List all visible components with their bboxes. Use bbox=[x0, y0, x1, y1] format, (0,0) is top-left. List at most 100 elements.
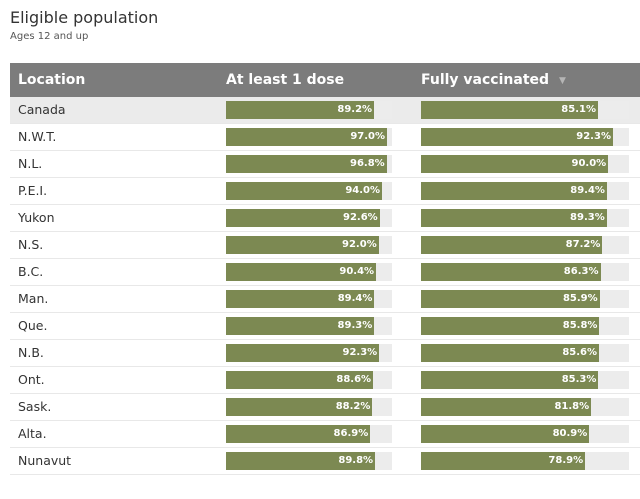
fully-vaccinated-value-label: 80.9% bbox=[552, 428, 588, 439]
location-label: B.C. bbox=[18, 264, 44, 279]
table-row: Nunavut 89.8% 78.9% bbox=[10, 448, 640, 475]
one-dose-bar-track: 88.6% bbox=[226, 371, 392, 389]
fully-vaccinated-value-label: 89.4% bbox=[570, 185, 605, 196]
fully-vaccinated-bar-track: 92.3% bbox=[421, 128, 629, 146]
fully-vaccinated-bar: 87.2% bbox=[421, 236, 603, 254]
column-header-fully-vaccinated[interactable]: Fully vaccinated ▼ bbox=[421, 63, 566, 97]
fully-vaccinated-value-label: 90.0% bbox=[571, 158, 607, 169]
one-dose-value-label: 89.2% bbox=[337, 104, 373, 115]
table-row: Yukon 92.6% 89.3% bbox=[10, 205, 640, 232]
one-dose-bar: 88.2% bbox=[226, 398, 373, 416]
location-label: Yukon bbox=[18, 210, 55, 225]
table-row: Sask. 88.2% 81.8% bbox=[10, 394, 640, 421]
column-header-one-dose[interactable]: At least 1 dose bbox=[226, 72, 345, 88]
fully-vaccinated-bar: 85.1% bbox=[421, 101, 598, 119]
table-header: Location At least 1 dose Fully vaccinate… bbox=[10, 63, 640, 97]
one-dose-bar-track: 88.2% bbox=[226, 398, 392, 416]
one-dose-bar-track: 89.2% bbox=[226, 101, 392, 119]
fully-vaccinated-value-label: 92.3% bbox=[576, 131, 611, 142]
one-dose-value-label: 86.9% bbox=[333, 428, 369, 439]
one-dose-value-label: 92.0% bbox=[342, 239, 377, 250]
fully-vaccinated-bar-track: 85.6% bbox=[421, 344, 629, 362]
fully-vaccinated-value-label: 85.9% bbox=[562, 293, 598, 304]
fully-vaccinated-bar: 80.9% bbox=[421, 425, 590, 443]
one-dose-value-label: 96.8% bbox=[349, 158, 385, 169]
table-row: B.C. 90.4% 86.3% bbox=[10, 259, 640, 286]
sort-descending-icon[interactable]: ▼ bbox=[559, 76, 566, 86]
fully-vaccinated-bar-track: 78.9% bbox=[421, 452, 629, 470]
column-header-fully-vaccinated-label: Fully vaccinated bbox=[421, 72, 550, 88]
one-dose-bar-track: 92.3% bbox=[226, 344, 392, 362]
table-row: N.S. 92.0% 87.2% bbox=[10, 232, 640, 259]
fully-vaccinated-bar: 78.9% bbox=[421, 452, 586, 470]
fully-vaccinated-bar: 85.6% bbox=[421, 344, 600, 362]
one-dose-bar: 96.8% bbox=[226, 155, 387, 173]
one-dose-bar: 86.9% bbox=[226, 425, 371, 443]
fully-vaccinated-bar-track: 81.8% bbox=[421, 398, 629, 416]
fully-vaccinated-value-label: 85.1% bbox=[561, 104, 596, 115]
location-label: Alta. bbox=[18, 426, 47, 441]
fully-vaccinated-bar-track: 80.9% bbox=[421, 425, 629, 443]
location-label: Nunavut bbox=[18, 453, 72, 468]
one-dose-value-label: 89.3% bbox=[337, 320, 373, 331]
fully-vaccinated-bar-track: 85.3% bbox=[421, 371, 629, 389]
one-dose-value-label: 92.3% bbox=[342, 347, 378, 358]
fully-vaccinated-bar-track: 89.4% bbox=[421, 182, 629, 200]
one-dose-bar: 92.6% bbox=[226, 209, 380, 227]
fully-vaccinated-bar-track: 90.0% bbox=[421, 155, 629, 173]
one-dose-bar: 89.2% bbox=[226, 101, 375, 119]
fully-vaccinated-bar: 89.4% bbox=[421, 182, 607, 200]
one-dose-bar: 90.4% bbox=[226, 263, 377, 281]
table-row: N.L. 96.8% 90.0% bbox=[10, 151, 640, 178]
one-dose-bar-track: 90.4% bbox=[226, 263, 392, 281]
table-row: N.W.T. 97.0% 92.3% bbox=[10, 124, 640, 151]
one-dose-bar-track: 92.6% bbox=[226, 209, 392, 227]
one-dose-bar-track: 96.8% bbox=[226, 155, 392, 173]
one-dose-value-label: 97.0% bbox=[350, 131, 386, 142]
table-row: N.B. 92.3% 85.6% bbox=[10, 340, 640, 367]
location-label: N.L. bbox=[18, 156, 43, 171]
one-dose-bar: 92.0% bbox=[226, 236, 379, 254]
table-row: Ont. 88.6% 85.3% bbox=[10, 367, 640, 394]
one-dose-bar: 94.0% bbox=[226, 182, 383, 200]
fully-vaccinated-bar: 89.3% bbox=[421, 209, 607, 227]
fully-vaccinated-bar: 86.3% bbox=[421, 263, 601, 281]
one-dose-value-label: 88.6% bbox=[336, 374, 372, 385]
fully-vaccinated-bar-track: 85.9% bbox=[421, 290, 629, 308]
one-dose-value-label: 89.8% bbox=[338, 455, 374, 466]
one-dose-bar: 92.3% bbox=[226, 344, 380, 362]
table-row: Que. 89.3% 85.8% bbox=[10, 313, 640, 340]
vaccination-table: Location At least 1 dose Fully vaccinate… bbox=[10, 63, 640, 475]
fully-vaccinated-value-label: 78.9% bbox=[548, 455, 584, 466]
one-dose-bar-track: 89.3% bbox=[226, 317, 392, 335]
one-dose-value-label: 94.0% bbox=[345, 185, 381, 196]
fully-vaccinated-value-label: 86.3% bbox=[563, 266, 599, 277]
fully-vaccinated-bar: 85.9% bbox=[421, 290, 600, 308]
one-dose-bar-track: 89.8% bbox=[226, 452, 392, 470]
fully-vaccinated-value-label: 85.6% bbox=[562, 347, 598, 358]
location-label: N.W.T. bbox=[18, 129, 57, 144]
one-dose-bar: 89.4% bbox=[226, 290, 375, 308]
location-label: N.B. bbox=[18, 345, 44, 360]
one-dose-bar-track: 86.9% bbox=[226, 425, 392, 443]
one-dose-value-label: 90.4% bbox=[339, 266, 375, 277]
chart-subtitle: Ages 12 and up bbox=[10, 31, 89, 42]
one-dose-bar-track: 97.0% bbox=[226, 128, 392, 146]
one-dose-value-label: 92.6% bbox=[343, 212, 378, 223]
one-dose-bar: 88.6% bbox=[226, 371, 374, 389]
fully-vaccinated-bar-track: 85.1% bbox=[421, 101, 629, 119]
fully-vaccinated-bar-track: 85.8% bbox=[421, 317, 629, 335]
fully-vaccinated-bar-track: 87.2% bbox=[421, 236, 629, 254]
one-dose-bar: 89.8% bbox=[226, 452, 376, 470]
location-label: N.S. bbox=[18, 237, 44, 252]
location-label: Canada bbox=[18, 102, 66, 117]
column-header-location[interactable]: Location bbox=[18, 72, 86, 88]
one-dose-bar: 97.0% bbox=[226, 128, 388, 146]
location-label: P.E.I. bbox=[18, 183, 48, 198]
table-body: Canada 89.2% 85.1% N.W.T. 97.0% 92.3% N.L. 96.8… bbox=[10, 97, 640, 475]
one-dose-bar-track: 94.0% bbox=[226, 182, 392, 200]
fully-vaccinated-value-label: 81.8% bbox=[554, 401, 590, 412]
fully-vaccinated-bar: 81.8% bbox=[421, 398, 592, 416]
fully-vaccinated-bar: 92.3% bbox=[421, 128, 613, 146]
table-row: Man. 89.4% 85.9% bbox=[10, 286, 640, 313]
